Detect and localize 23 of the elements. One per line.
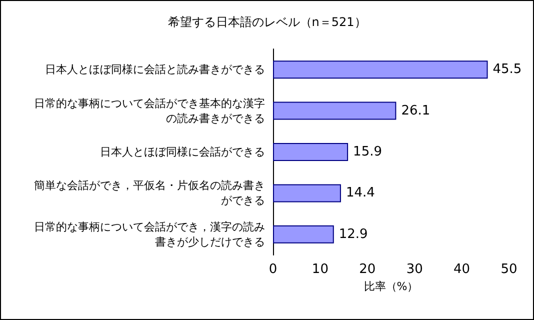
y-tick-label: 日常的な事柄について会話ができ基本的な漢字の読み書きができる <box>34 96 265 125</box>
x-tick-label: 0 <box>268 262 278 277</box>
y-tick-label: 日本人とほぼ同様に会話と読み書きができる <box>45 63 265 76</box>
x-tick-label: 20 <box>359 262 376 277</box>
x-tick-label: 10 <box>312 262 328 277</box>
data-label: 26.1 <box>401 103 430 118</box>
data-label: 45.5 <box>492 62 522 78</box>
x-tick-label: 30 <box>406 262 423 277</box>
chart-title: 希望する日本語のレベル（n＝521） <box>168 15 366 29</box>
bar <box>273 102 396 120</box>
x-axis-title: 比率（%） <box>364 280 418 293</box>
data-label: 15.9 <box>353 144 382 160</box>
data-label: 12.9 <box>338 226 368 242</box>
y-tick-label: 日本人とほぼ同様に会話ができる <box>100 146 265 158</box>
x-tick-label: 40 <box>454 262 470 277</box>
y-tick-label: 日常的な事柄について会話ができ，漢字の読み書きが少しだけできる <box>34 220 265 248</box>
y-tick-label: 簡単な会話ができ，平仮名・片仮名の読み書きができる <box>34 179 265 208</box>
bar <box>273 143 348 161</box>
bar <box>273 184 341 202</box>
x-tick-label: 50 <box>500 262 518 277</box>
bar <box>273 225 334 244</box>
data-label: 14.4 <box>346 186 375 201</box>
bar <box>273 60 488 79</box>
